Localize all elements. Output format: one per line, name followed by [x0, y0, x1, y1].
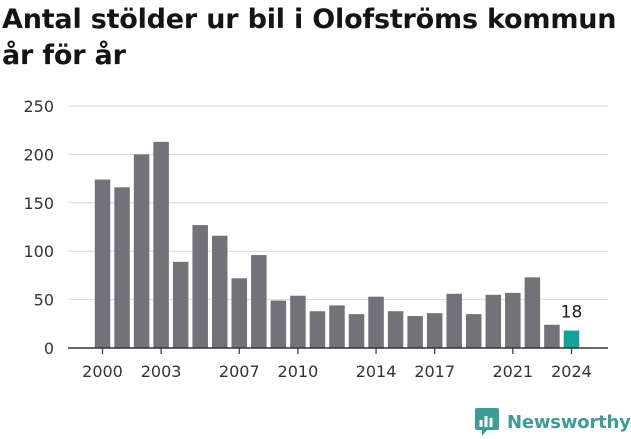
bar: [231, 278, 248, 348]
bar: [387, 311, 404, 348]
bar: [270, 300, 287, 348]
x-tick-label: 2003: [141, 362, 182, 381]
bar: [192, 225, 208, 348]
bars: [94, 141, 580, 348]
y-tick-label: 100: [23, 242, 54, 261]
newsworthy-logo-icon: [475, 408, 499, 436]
data-label: 18: [561, 303, 583, 323]
bar: [426, 313, 443, 348]
labels: 0 50 100 150 200 250 2000 2003 2007 2010 2014 2017 2…: [23, 97, 591, 381]
y-tick-label: 200: [23, 145, 54, 164]
bar: [466, 314, 482, 348]
y-tick-label: 250: [23, 97, 54, 116]
bar: [348, 314, 365, 348]
bar: [544, 324, 560, 348]
bar: [94, 179, 111, 348]
bar: [407, 316, 423, 348]
chart-title: Antal stölder ur bil i Olofströms kommun…: [2, 4, 617, 71]
bar: [524, 277, 541, 348]
newsworthy-brand: Newsworthy: [474, 406, 631, 438]
bar: [251, 255, 267, 348]
bar: [368, 296, 384, 348]
bar: [485, 294, 502, 348]
brand-name: Newsworthy: [507, 411, 631, 433]
axes: [68, 347, 608, 354]
bar: [309, 311, 326, 348]
bar: [211, 235, 228, 348]
x-tick-label: 2010: [278, 362, 319, 381]
x-tick-label: 2014: [356, 362, 397, 381]
bar: [290, 295, 306, 348]
bar: [505, 292, 521, 348]
y-tick-label: 50: [34, 291, 54, 310]
x-tick-label: 2021: [492, 362, 533, 381]
x-tick-label: 2000: [82, 362, 123, 381]
y-tick-label: 150: [23, 194, 54, 213]
x-tick-label: 2007: [219, 362, 260, 381]
bar: [172, 261, 189, 348]
bar: [133, 154, 150, 348]
bar: [446, 293, 462, 348]
bar: [114, 187, 130, 348]
y-tick-label: 0: [44, 339, 54, 358]
bar: [153, 141, 169, 348]
x-tick-label: 2024: [551, 362, 592, 381]
x-tick-label: 2017: [414, 362, 455, 381]
bar: [329, 305, 345, 348]
bar: [563, 330, 580, 348]
